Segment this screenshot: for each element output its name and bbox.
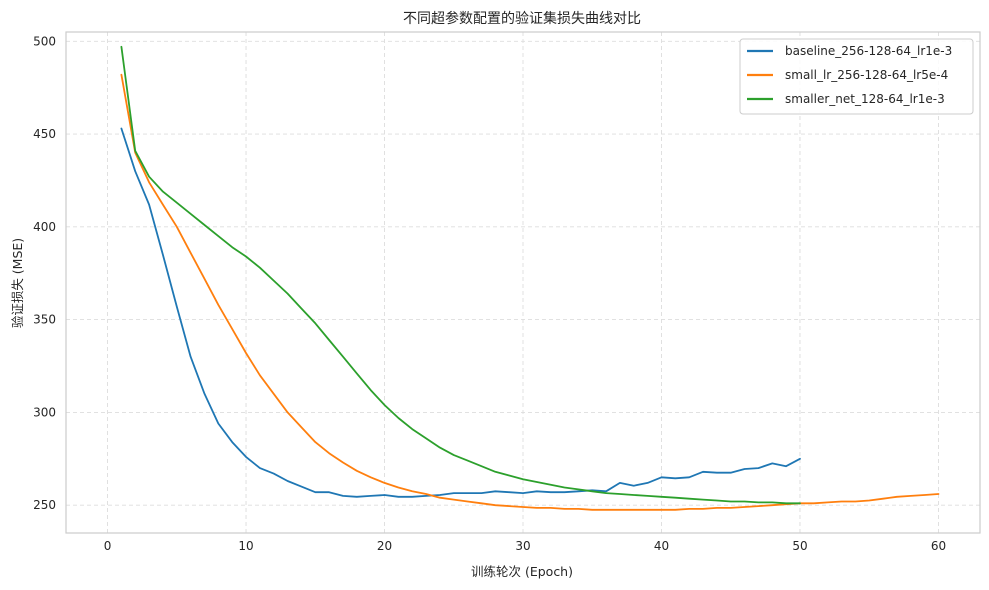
x-tick-label: 20 (377, 539, 392, 553)
y-axis-ticks: 250 300 350 400 450 500 (33, 34, 56, 512)
series-line-0 (120, 127, 801, 498)
series-line-1 (120, 73, 940, 511)
x-axis-label: 训练轮次 (Epoch) (471, 564, 573, 579)
grid-lines (66, 32, 980, 533)
x-tick-label: 0 (104, 539, 112, 553)
plot-frame (65, 31, 981, 534)
legend-item-baseline: baseline_256-128-64_lr1e-3 (747, 44, 952, 58)
x-tick-label: 60 (931, 539, 946, 553)
series-line-2 (120, 45, 801, 505)
y-tick-label: 450 (33, 127, 56, 141)
y-tick-label: 500 (33, 34, 56, 48)
legend-item-small-lr: small_lr_256-128-64_lr5e-4 (747, 68, 948, 82)
y-tick-label: 400 (33, 220, 56, 234)
legend-label-baseline: baseline_256-128-64_lr1e-3 (785, 44, 952, 58)
y-tick-label: 350 (33, 313, 56, 327)
x-axis-ticks: 0 10 20 30 40 50 60 (104, 539, 946, 553)
legend-item-smaller-net: smaller_net_128-64_lr1e-3 (747, 92, 945, 106)
legend-label-smaller-net: smaller_net_128-64_lr1e-3 (785, 92, 945, 106)
y-tick-label: 300 (33, 405, 56, 419)
x-tick-label: 40 (654, 539, 669, 553)
x-tick-label: 30 (515, 539, 530, 553)
x-tick-label: 50 (792, 539, 807, 553)
legend-box (739, 38, 974, 115)
legend-label-small-lr: small_lr_256-128-64_lr5e-4 (785, 68, 948, 82)
x-tick-label: 10 (238, 539, 253, 553)
legend: baseline_256-128-64_lr1e-3 small_lr_256-… (739, 38, 974, 115)
chart-title: 不同超参数配置的验证集损失曲线对比 (403, 10, 641, 27)
y-tick-label: 250 (33, 498, 56, 512)
series-lines (120, 45, 940, 511)
y-axis-label: 验证损失 (MSE) (10, 238, 25, 328)
